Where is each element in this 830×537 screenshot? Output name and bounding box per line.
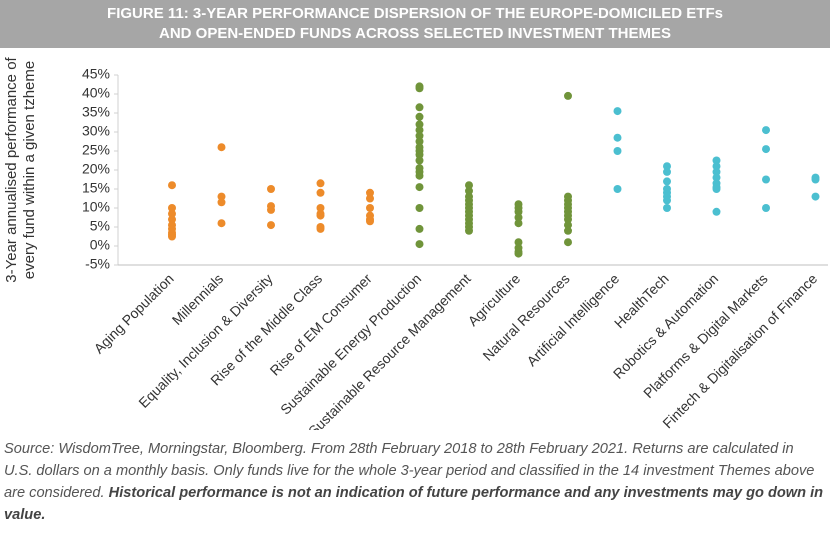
dot [366, 188, 374, 197]
source-disclaimer: Historical performance is not an indicat… [4, 485, 824, 523]
dot [415, 150, 424, 159]
x-tick-label: Aging Population [91, 270, 177, 356]
dot [217, 198, 226, 207]
y-tick-label: 5% [90, 218, 110, 234]
dot [217, 192, 226, 201]
y-tick-label: -5% [85, 256, 110, 272]
y-tick-label: 10% [82, 199, 110, 215]
dot [712, 167, 721, 176]
dot [514, 207, 523, 216]
dot [415, 137, 424, 146]
dot [415, 84, 424, 93]
dot [712, 173, 721, 182]
dot [613, 147, 622, 155]
dot [564, 91, 572, 100]
dot [217, 219, 226, 228]
dot [415, 131, 424, 140]
dot [663, 204, 671, 212]
y-tick-label: 15% [82, 180, 110, 196]
dot [415, 112, 424, 121]
dot [316, 224, 325, 233]
dot [415, 156, 424, 165]
dot [514, 249, 523, 258]
dot [613, 107, 622, 116]
dot [613, 185, 622, 193]
dot [811, 175, 820, 184]
dot [663, 196, 671, 205]
dot [712, 156, 721, 165]
dot [217, 143, 226, 152]
y-tick-label: 25% [82, 142, 110, 158]
dot [762, 175, 770, 184]
y-tick-label: 35% [82, 104, 110, 120]
dot [712, 207, 721, 216]
dot [564, 238, 572, 247]
dot [712, 185, 721, 193]
y-axis-label: every fund within a given tzheme [21, 61, 38, 279]
dot [316, 204, 325, 212]
chart-title: AND OPEN-ENDED FUNDS ACROSS SELECTED INV… [159, 25, 671, 42]
dot [613, 133, 622, 142]
dot [415, 204, 424, 212]
dot [811, 192, 820, 201]
dot [564, 215, 572, 224]
dot [762, 126, 770, 135]
dot [168, 209, 176, 218]
chart: FIGURE 11: 3-YEAR PERFORMANCE DISPERSION… [0, 0, 830, 430]
source-text: Source: WisdomTree, Morningstar, Bloombe… [4, 441, 815, 501]
dot [514, 219, 523, 228]
y-tick-label: 0% [90, 237, 110, 253]
dot [415, 120, 424, 129]
y-tick-label: 30% [82, 123, 110, 139]
chart-title: FIGURE 11: 3-YEAR PERFORMANCE DISPERSION… [107, 5, 723, 22]
x-tick-label: Artificial Intelligence [523, 270, 622, 369]
y-tick-label: 40% [82, 85, 110, 101]
dot [415, 240, 424, 249]
dot [514, 238, 523, 247]
dot [415, 126, 424, 135]
dot [366, 194, 374, 203]
dot [316, 179, 325, 188]
y-tick-label: 20% [82, 161, 110, 177]
dot [762, 204, 770, 212]
dot [415, 103, 424, 112]
dot [168, 181, 176, 190]
dot [663, 162, 671, 171]
dot [712, 162, 721, 171]
dot [465, 186, 473, 195]
dot [415, 171, 424, 180]
dot [663, 177, 671, 186]
dot [168, 215, 176, 224]
dot [762, 145, 770, 154]
dot [267, 185, 275, 193]
dot [267, 221, 275, 230]
dot [564, 226, 572, 235]
dot [316, 211, 325, 220]
dot [415, 183, 424, 192]
dot [415, 224, 424, 233]
y-tick-label: 45% [82, 66, 110, 82]
dot [564, 221, 572, 230]
dot [316, 188, 325, 197]
x-tick-label: Natural Resources [479, 270, 572, 363]
dot [465, 226, 473, 235]
dot [366, 204, 374, 212]
y-axis-label: 3-Year annualised performance of [3, 56, 20, 282]
dot [267, 205, 275, 214]
dot [168, 232, 176, 241]
dot [514, 213, 523, 222]
dot [168, 204, 176, 212]
title-banner [0, 0, 830, 48]
source-note: Source: WisdomTree, Morningstar, Bloombe… [4, 438, 826, 526]
dot [663, 167, 671, 176]
dot [465, 181, 473, 190]
dot [366, 217, 374, 226]
